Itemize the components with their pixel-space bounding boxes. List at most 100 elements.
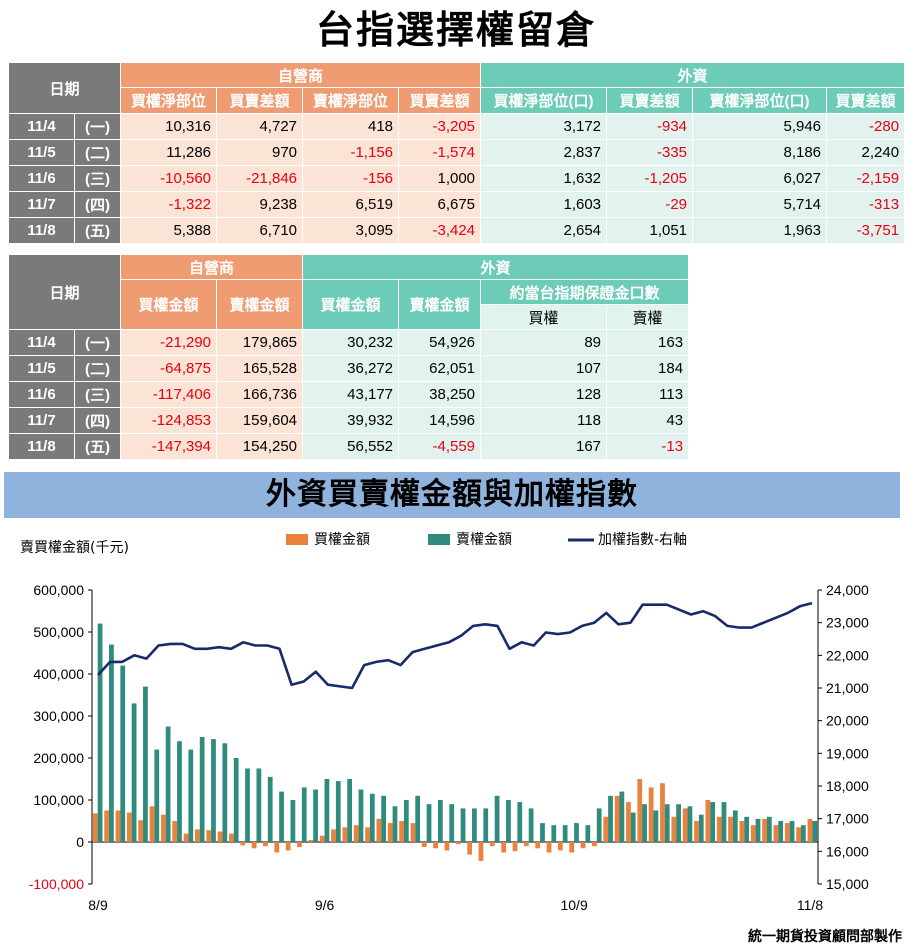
call-amount-bar <box>648 787 654 842</box>
table-cell: -1,322 <box>120 191 218 218</box>
table-cell: -3,205 <box>398 113 482 140</box>
row-date: 11/7 <box>8 407 75 434</box>
legend-label-call: 買權金額 <box>314 532 370 548</box>
call-amount-bar <box>614 795 620 842</box>
column-header: 買權淨部位(口) <box>480 87 608 114</box>
table-cell: 43 <box>606 407 690 434</box>
table-cell: 5,388 <box>120 217 218 244</box>
col-dealer-call-amount: 買權金額 <box>120 279 218 330</box>
put-amount-bar <box>574 823 579 842</box>
table-cell: 62,051 <box>398 355 482 382</box>
put-amount-bar <box>483 808 489 842</box>
table-cell: 54,926 <box>398 329 482 356</box>
table-cell: 36,272 <box>302 355 400 382</box>
table-cell: 2,240 <box>826 139 906 166</box>
call-amount-bar <box>739 821 745 842</box>
column-header: 買賣差額 <box>826 87 906 114</box>
call-amount-bar <box>104 810 110 842</box>
x-tick-label: 11/8 <box>797 897 823 913</box>
table-row: 11/7 (四) -124,853 159,604 39,932 14,596 118 43 <box>8 407 690 434</box>
put-amount-bar <box>789 821 795 842</box>
x-tick-label: 8/9 <box>88 897 108 913</box>
call-amount-bar <box>478 842 484 861</box>
table-cell: 6,710 <box>216 217 304 244</box>
put-amount-bar <box>131 703 137 842</box>
y-tick-label: 0 <box>76 834 84 850</box>
table-cell: 14,596 <box>398 407 482 434</box>
put-amount-bar <box>347 779 352 842</box>
legend-swatch-call <box>286 534 308 545</box>
date-header-2: 日期 <box>7 254 122 330</box>
put-amount-bar <box>426 804 432 842</box>
put-amount-bar <box>222 743 228 842</box>
call-amount-bar <box>183 833 189 842</box>
call-amount-bar <box>433 842 438 849</box>
table-cell: -124,853 <box>120 407 218 434</box>
row-weekday: (五) <box>73 433 122 460</box>
put-amount-bar <box>313 789 318 842</box>
call-amount-bar <box>705 800 711 842</box>
table-cell: -117,406 <box>120 381 218 408</box>
call-amount-bar <box>546 842 552 853</box>
call-amount-bar <box>512 842 518 852</box>
legend-label-index: 加權指數-右軸 <box>598 532 687 548</box>
call-amount-bar <box>637 779 643 842</box>
table-cell: 107 <box>480 355 608 382</box>
y-tick-label: 400,000 <box>33 666 84 682</box>
table-cell: 38,250 <box>398 381 482 408</box>
table-cell: 1,000 <box>398 165 482 192</box>
table-cell: 179,865 <box>216 329 304 356</box>
table-cell: 167 <box>480 433 608 460</box>
call-amount-bar <box>126 812 132 842</box>
call-amount-bar <box>115 810 121 842</box>
put-amount-bar <box>301 787 307 842</box>
table-row: 11/4 (一) -21,290 179,865 30,232 54,926 89 163 <box>8 329 690 356</box>
table-cell: 2,837 <box>480 139 608 166</box>
put-amount-bar <box>562 825 568 842</box>
table-cell: 9,238 <box>216 191 304 218</box>
col-foreign-call-amount: 買權金額 <box>302 279 400 330</box>
table-cell: 8,186 <box>692 139 828 166</box>
table-cell: -21,846 <box>216 165 304 192</box>
call-amount-bar <box>285 842 291 851</box>
call-amount-bar <box>376 818 382 842</box>
call-amount-bar <box>682 808 688 842</box>
put-amount-bar <box>551 825 557 842</box>
column-header: 買賣差額 <box>216 87 304 114</box>
legend-swatch-put <box>428 534 450 545</box>
put-amount-bar <box>392 806 398 842</box>
call-amount-bar <box>410 823 416 842</box>
table-cell: 418 <box>302 113 400 140</box>
table-row: 11/7 (四) -1,322 9,238 6,519 6,675 1,603 -29 5,71… <box>8 191 906 218</box>
call-amount-bar <box>149 806 155 842</box>
x-tick-label: 9/6 <box>315 897 335 913</box>
table-cell: 6,519 <box>302 191 400 218</box>
call-amount-bar <box>580 842 586 849</box>
y-tick-label: 600,000 <box>33 582 84 598</box>
column-header: 賣權淨部位(口) <box>692 87 828 114</box>
col-foreign-put-amount: 賣權金額 <box>398 279 482 330</box>
call-amount-bar <box>592 842 597 847</box>
row-weekday: (二) <box>73 355 122 382</box>
call-amount-bar <box>92 813 98 842</box>
put-amount-bar <box>233 758 239 842</box>
call-amount-bar <box>603 816 609 842</box>
put-amount-bar <box>766 816 772 842</box>
table-cell: 159,604 <box>216 407 304 434</box>
date-header: 日期 <box>7 62 122 114</box>
y2-tick-label: 20,000 <box>826 713 869 729</box>
table-cell: 1,632 <box>480 165 608 192</box>
y-axis-title: 賣買權金額(千元) <box>20 540 129 556</box>
call-amount-bar <box>319 835 325 842</box>
put-amount-bar <box>676 804 681 842</box>
table-cell: 113 <box>606 381 690 408</box>
call-amount-bar <box>263 842 268 847</box>
call-amount-bar <box>240 842 246 846</box>
put-amount-bar <box>653 810 659 842</box>
call-amount-bar <box>467 842 473 855</box>
column-header: 賣權淨部位 <box>302 87 400 114</box>
put-amount-bar <box>608 795 613 842</box>
put-amount-bar <box>437 800 443 842</box>
table-cell: 56,552 <box>302 433 400 460</box>
table-cell: 3,172 <box>480 113 608 140</box>
